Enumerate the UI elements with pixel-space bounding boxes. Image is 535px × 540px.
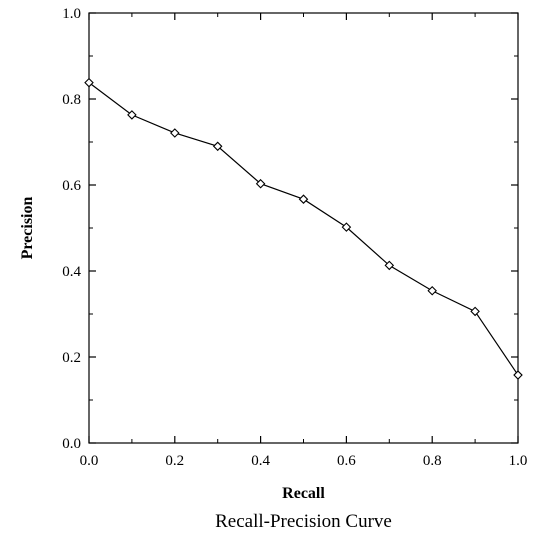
- x-tick-label: 0.6: [337, 453, 356, 469]
- data-point-marker: [170, 128, 180, 138]
- x-tick-label: 0.0: [80, 453, 99, 469]
- data-point-marker: [298, 194, 309, 204]
- data-point-marker: [212, 141, 223, 152]
- y-axis-label: Precision: [19, 197, 36, 260]
- data-point-marker: [427, 286, 437, 296]
- precision-series-line: [88, 82, 519, 376]
- x-tick-label: 0.2: [165, 453, 184, 469]
- data-point-marker: [84, 77, 94, 88]
- axis-ticks: [88, 12, 519, 444]
- x-tick-label: 0.8: [423, 453, 442, 469]
- x-tick-label: 0.4: [251, 453, 270, 469]
- data-point-marker: [341, 222, 352, 232]
- x-tick-label: 1.0: [509, 453, 528, 469]
- data-point-marker: [513, 370, 523, 380]
- y-tick-labels: 0.0 0.2 0.4 0.6 0.8 1.0: [62, 6, 81, 452]
- x-tick-labels: 0.0 0.2 0.4 0.6 0.8 1.0: [80, 453, 528, 469]
- data-point-marker: [255, 178, 266, 189]
- plot-frame: [88, 12, 519, 444]
- y-tick-label: 1.0: [62, 6, 81, 22]
- y-tick-label: 0.0: [62, 436, 81, 452]
- y-tick-label: 0.8: [62, 92, 81, 108]
- y-tick-label: 0.4: [62, 264, 81, 280]
- data-point-marker: [470, 306, 480, 317]
- precision-series-markers: [84, 77, 523, 380]
- data-point-marker: [127, 110, 137, 120]
- chart-caption: Recall-Precision Curve: [215, 511, 392, 532]
- data-point-marker: [384, 260, 395, 271]
- x-axis-label: Recall: [282, 485, 325, 502]
- y-tick-label: 0.6: [62, 178, 81, 194]
- y-tick-label: 0.2: [62, 350, 81, 366]
